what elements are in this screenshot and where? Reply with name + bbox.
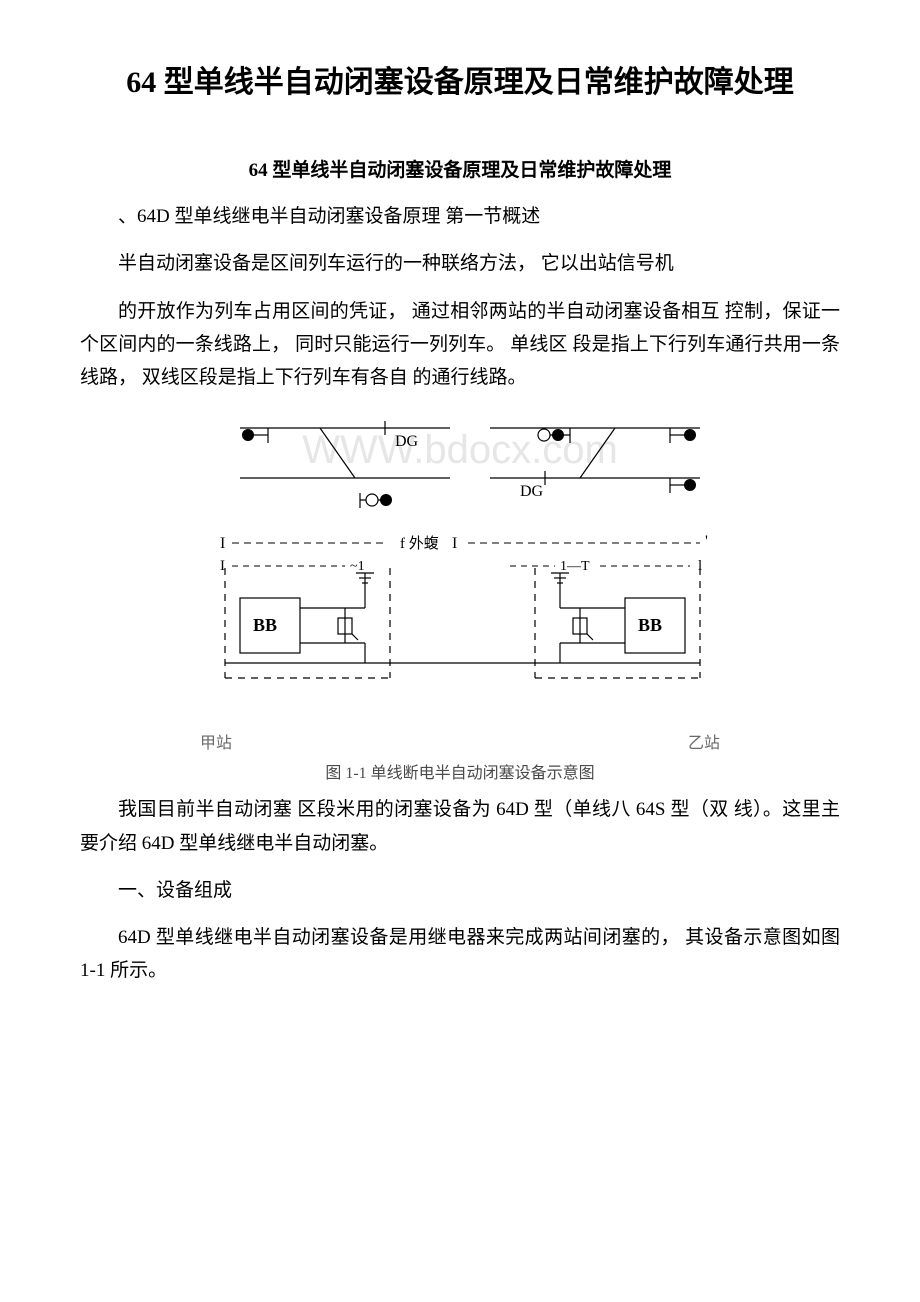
sub-title: 64 型单线半自动闭塞设备原理及日常维护故障处理 — [80, 155, 840, 182]
paragraph-4: 我国目前半自动闭塞 区段米用的闭塞设备为 64D 型（单线八 64S 型（双 线… — [80, 793, 840, 860]
label-f: f 外蝮 — [400, 535, 439, 552]
label-tilde1: ~1 — [350, 559, 365, 574]
figure-1-1: WWW.bdocx.com DG — [140, 408, 780, 783]
station-box-left — [225, 568, 700, 678]
label-bb-2: BB — [638, 615, 662, 635]
station-right-label: 乙站 — [688, 729, 720, 753]
figure-caption: 图 1-1 单线断电半自动闭塞设备示意图 — [140, 759, 780, 783]
paragraph-5: 一、设备组成 — [80, 874, 840, 907]
paragraph-2: 半自动闭塞设备是区间列车运行的一种联络方法， 它以出站信号机 — [80, 247, 840, 280]
label-bb-1: BB — [253, 615, 277, 635]
station-labels-row: 甲站 乙站 — [140, 729, 780, 753]
paragraph-3: 的开放作为列车占用区间的凭证， 通过相邻两站的半自动闭塞设备相互 控制，保证一个… — [80, 295, 840, 395]
label-I-right: I — [452, 535, 457, 552]
diagram-svg: WWW.bdocx.com DG — [140, 408, 780, 718]
paragraph-1: 、64D 型单线继电半自动闭塞设备原理 第一节概述 — [80, 200, 840, 233]
label-I-left: I — [220, 535, 225, 552]
station-left-label: 甲站 — [200, 729, 232, 753]
page-title: 64 型单线半自动闭塞设备原理及日常维护故障处理 — [80, 60, 840, 105]
label-dg-1: DG — [395, 433, 419, 450]
label-1T: 1—T — [560, 559, 590, 574]
paragraph-6: 64D 型单线继电半自动闭塞设备是用继电器来完成两站间闭塞的， 其设备示意图如图… — [80, 921, 840, 988]
station-box-right — [535, 568, 700, 678]
label-bar1-a: I — [220, 558, 225, 574]
label-apostrophe: ' — [705, 533, 708, 550]
label-dg-2: DG — [520, 483, 544, 500]
